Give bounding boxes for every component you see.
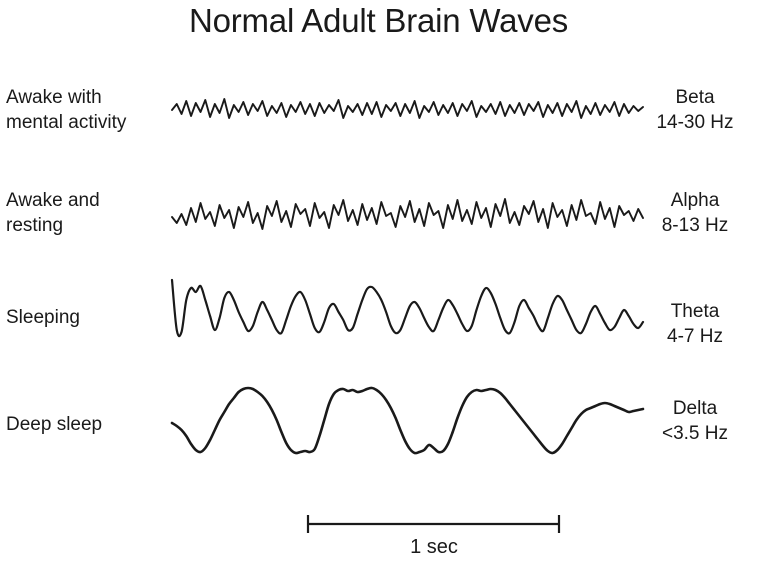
row-label-right-delta: Delta <3.5 Hz <box>635 396 755 446</box>
state-line1: Deep sleep <box>6 414 103 435</box>
band-name: Beta <box>675 87 715 108</box>
band-frequency: <3.5 Hz <box>661 423 728 444</box>
band-name: Delta <box>672 398 718 419</box>
waveform-trace-delta <box>170 386 645 455</box>
state-line2: mental activity <box>6 112 127 133</box>
row-label-right-alpha: Alpha 8-13 Hz <box>635 188 755 238</box>
row-label-left-theta: Sleeping <box>6 305 166 330</box>
band-name: Alpha <box>670 190 720 211</box>
row-label-left-beta: Awake with mental activity <box>6 85 166 135</box>
scale-bar <box>306 515 561 533</box>
waveform-trace-theta <box>170 278 645 338</box>
state-line2: resting <box>6 215 64 236</box>
state-line1: Sleeping <box>6 307 80 328</box>
waveform-trace-beta <box>171 98 644 119</box>
band-frequency: 4-7 Hz <box>667 326 723 347</box>
band-frequency: 14-30 Hz <box>656 112 734 133</box>
waveform-trace-alpha <box>171 198 644 230</box>
row-label-left-delta: Deep sleep <box>6 412 166 437</box>
row-label-left-alpha: Awake and resting <box>6 188 166 238</box>
band-name: Theta <box>670 301 720 322</box>
state-line1: Awake and <box>6 190 100 211</box>
page-title: Normal Adult Brain Waves <box>188 2 569 39</box>
band-frequency: 8-13 Hz <box>661 215 729 236</box>
state-line1: Awake with <box>6 87 102 108</box>
row-label-right-beta: Beta 14-30 Hz <box>635 85 755 135</box>
row-label-right-theta: Theta 4-7 Hz <box>635 299 755 349</box>
scale-bar-label: 1 sec <box>410 536 458 558</box>
